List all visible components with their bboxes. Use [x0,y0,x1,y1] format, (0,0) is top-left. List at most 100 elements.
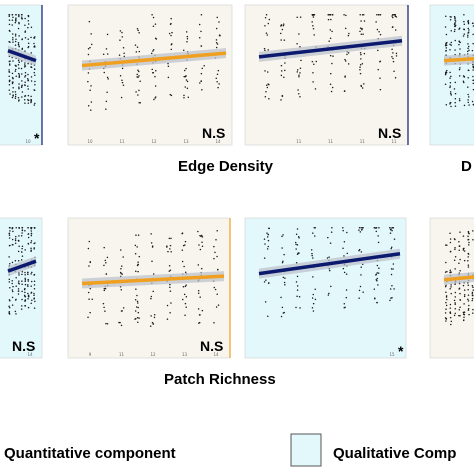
data-point [88,265,90,267]
data-point [14,239,17,242]
data-point [24,72,27,74]
data-point [376,264,379,267]
data-point [24,84,26,87]
data-point [21,73,23,75]
data-point [134,44,137,46]
data-point [215,27,218,30]
data-point [138,31,140,34]
data-point [30,285,32,287]
data-point [24,299,26,301]
data-point [151,260,153,263]
data-point [264,17,267,19]
data-point [299,307,301,309]
data-point [30,95,32,98]
data-point [9,244,11,247]
data-point [379,13,382,16]
data-point [296,244,299,246]
data-point [360,266,362,268]
data-point [219,35,221,37]
data-point [33,292,35,295]
data-point [312,71,314,74]
data-point [27,271,29,273]
data-point [168,32,171,35]
data-point [344,58,346,61]
data-point [23,99,26,101]
data-point [216,16,218,19]
data-point [17,293,20,295]
data-point [27,284,29,286]
data-point [347,52,350,54]
data-point [137,69,139,72]
data-point [14,299,17,301]
data-point [149,325,152,327]
data-point [33,68,36,71]
data-point [27,273,29,276]
data-point [134,298,137,301]
data-point [181,249,184,251]
data-point [18,61,21,64]
data-point [462,235,465,237]
data-point [445,284,447,287]
fit-line [443,56,474,63]
data-point [467,86,469,88]
data-point [391,15,393,17]
data-point [446,244,448,246]
data-point [8,69,10,71]
data-point [329,83,332,85]
data-point [138,317,140,319]
data-point [459,299,462,301]
data-point [313,34,315,36]
data-point [467,256,469,258]
data-point [15,68,17,71]
data-point [268,83,270,86]
data-point [449,271,451,274]
data-point [467,294,470,296]
data-point [33,294,35,297]
data-point [201,88,203,91]
data-point [453,30,456,33]
data-point [105,48,108,50]
data-point [342,247,344,250]
data-point [213,286,215,289]
data-point [27,294,30,297]
data-point [264,49,266,52]
data-point [312,81,314,83]
data-point [184,244,186,246]
data-point [30,52,32,54]
data-point [268,18,271,21]
data-point [170,43,173,46]
data-point [394,29,397,31]
data-point [458,98,461,100]
fit-line [81,274,225,286]
panel-patch-richness-4 [429,217,474,359]
data-point [359,231,362,233]
data-point [459,306,461,309]
data-point [377,284,379,286]
data-point [20,308,23,310]
data-point [264,95,267,98]
data-point [360,274,362,276]
data-point [299,72,301,74]
data-point [27,85,29,87]
data-point [445,291,447,294]
data-point [200,45,203,47]
data-point [136,300,139,303]
data-point [119,39,121,41]
data-point [87,72,90,74]
data-point [450,94,453,96]
data-point [311,306,314,309]
data-point [27,98,29,101]
data-point [138,255,141,258]
data-point [119,30,122,32]
data-point [89,287,92,290]
data-point [134,310,137,312]
data-point [454,105,457,107]
data-point [216,255,218,258]
data-point [330,231,333,233]
data-point [454,92,457,95]
data-point [15,276,17,279]
data-point [449,232,451,234]
data-point [449,241,452,244]
data-point [389,288,392,290]
